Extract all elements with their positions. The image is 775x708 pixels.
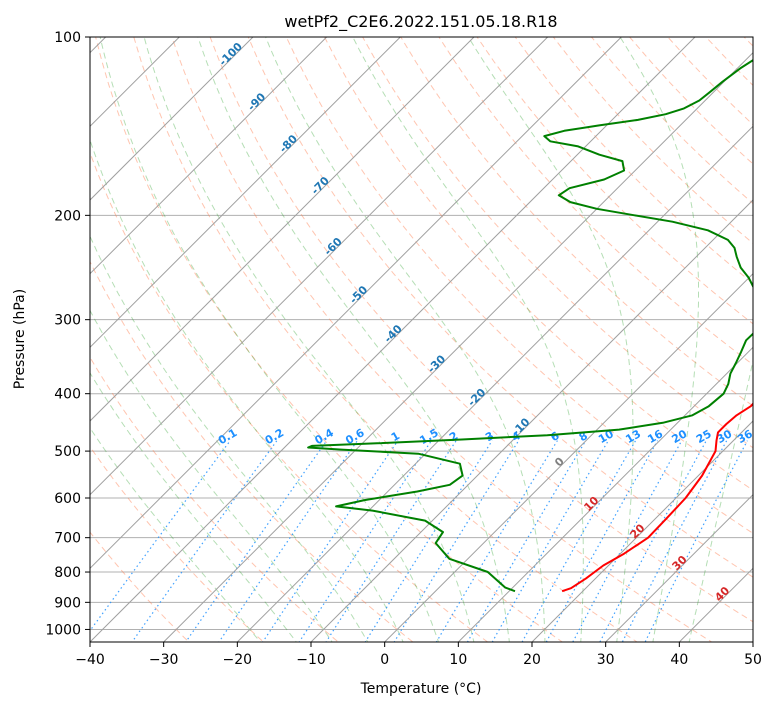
y-tick-label: 1000 bbox=[45, 622, 81, 638]
plot-frame bbox=[89, 36, 754, 643]
isotherm bbox=[310, 199, 753, 642]
y-tick-label: 400 bbox=[54, 387, 81, 403]
chart-title: wetPf2_C2E6.2022.151.05.18.R18 bbox=[284, 12, 557, 32]
moist-adiabat bbox=[90, 371, 297, 642]
y-tick-label: 100 bbox=[54, 30, 81, 46]
mixing-ratio-line bbox=[545, 440, 659, 642]
isotherm bbox=[531, 420, 753, 642]
moist-adiabat bbox=[90, 235, 369, 642]
mixing-ratio-line bbox=[364, 440, 493, 642]
mixing-ratio-line bbox=[393, 440, 520, 642]
sounding-series bbox=[307, 59, 753, 593]
moist-adiabat bbox=[265, 37, 546, 642]
isotherms bbox=[90, 37, 753, 642]
y-axis-label: Pressure (hPa) bbox=[12, 289, 28, 389]
mixing-ratio-line bbox=[435, 440, 558, 642]
isotherm bbox=[605, 493, 753, 642]
moist-adiabats bbox=[90, 37, 753, 642]
isotherm bbox=[90, 37, 254, 201]
moist-adiabat bbox=[90, 427, 261, 642]
x-tick-label: 10 bbox=[449, 652, 467, 668]
x-tick-label: −10 bbox=[296, 652, 326, 668]
x-tick-label: −20 bbox=[223, 652, 253, 668]
x-tick-label: −40 bbox=[75, 652, 105, 668]
x-tick-label: 20 bbox=[523, 652, 541, 668]
x-tick-label: 40 bbox=[670, 652, 688, 668]
moist-adiabat bbox=[90, 309, 333, 642]
moist-adiabat bbox=[90, 138, 404, 642]
mixing-ratio-line bbox=[599, 440, 707, 642]
dry-adiabat bbox=[171, 37, 713, 642]
moist-adiabat bbox=[99, 37, 440, 642]
x-tick-label: 0 bbox=[380, 652, 389, 668]
mixing-ratio-line bbox=[131, 440, 278, 642]
y-tick-label: 300 bbox=[54, 313, 81, 329]
x-axis: −40 −30 −20 −10 0 10 20 30 40 50 bbox=[75, 642, 762, 668]
dewpoint-profile bbox=[307, 59, 753, 593]
dry-adiabat bbox=[438, 37, 753, 366]
x-tick-label: −30 bbox=[149, 652, 179, 668]
dry-adiabat bbox=[90, 151, 489, 642]
moist-adiabat bbox=[688, 358, 753, 642]
temperature-profile bbox=[561, 402, 753, 593]
dry-adiabat bbox=[400, 37, 753, 407]
dry-adiabats bbox=[90, 37, 753, 642]
isotherm bbox=[457, 346, 753, 642]
moist-adiabat bbox=[143, 37, 475, 642]
dry-adiabat bbox=[90, 260, 414, 642]
y-tick-label: 500 bbox=[54, 444, 81, 460]
y-tick-label: 700 bbox=[54, 531, 81, 547]
mixing-ratio-line bbox=[572, 440, 683, 642]
isotherm bbox=[90, 37, 696, 642]
dry-adiabat bbox=[324, 37, 753, 491]
mixing-ratio-label: 36 bbox=[735, 427, 755, 446]
isotherm bbox=[163, 51, 753, 642]
moist-adiabat bbox=[467, 37, 634, 642]
y-tick-label: 800 bbox=[54, 565, 81, 581]
dry-adiabat bbox=[133, 37, 638, 642]
mixing-ratio-line bbox=[298, 440, 432, 642]
mixing-ratio-line bbox=[90, 440, 231, 632]
dry-adiabat bbox=[362, 37, 753, 449]
y-tick-label: 600 bbox=[54, 491, 81, 507]
x-axis-label: Temperature (°C) bbox=[360, 681, 482, 697]
isotherm bbox=[90, 37, 475, 422]
x-tick-label: 50 bbox=[744, 652, 762, 668]
dry-adiabat bbox=[90, 445, 265, 642]
dry-adiabat bbox=[209, 37, 753, 623]
x-tick-label: 30 bbox=[597, 652, 615, 668]
mixing-ratio-line bbox=[621, 440, 728, 642]
y-tick-label: 200 bbox=[54, 208, 81, 224]
dry-adiabat bbox=[90, 356, 339, 642]
y-axis: 100 200 300 400 500 600 700 800 900 1000 bbox=[45, 30, 90, 638]
plot-area: -100-90-80-70-60-50-40-30-20-10010203040… bbox=[90, 37, 755, 642]
isotherm bbox=[236, 125, 753, 642]
moist-adiabat bbox=[352, 37, 584, 642]
y-tick-label: 900 bbox=[54, 595, 81, 611]
isotherm bbox=[90, 37, 622, 570]
dry-adiabat bbox=[285, 37, 753, 534]
moist-adiabat bbox=[197, 37, 510, 642]
dry-adiabat bbox=[247, 37, 753, 578]
moist-adiabat bbox=[619, 37, 699, 642]
isotherm bbox=[90, 37, 401, 349]
isotherm bbox=[90, 37, 328, 275]
isotherm bbox=[384, 272, 753, 642]
mixing-ratio-line bbox=[644, 440, 748, 642]
isotherm bbox=[90, 37, 549, 496]
pressure-gridlines bbox=[90, 37, 753, 630]
